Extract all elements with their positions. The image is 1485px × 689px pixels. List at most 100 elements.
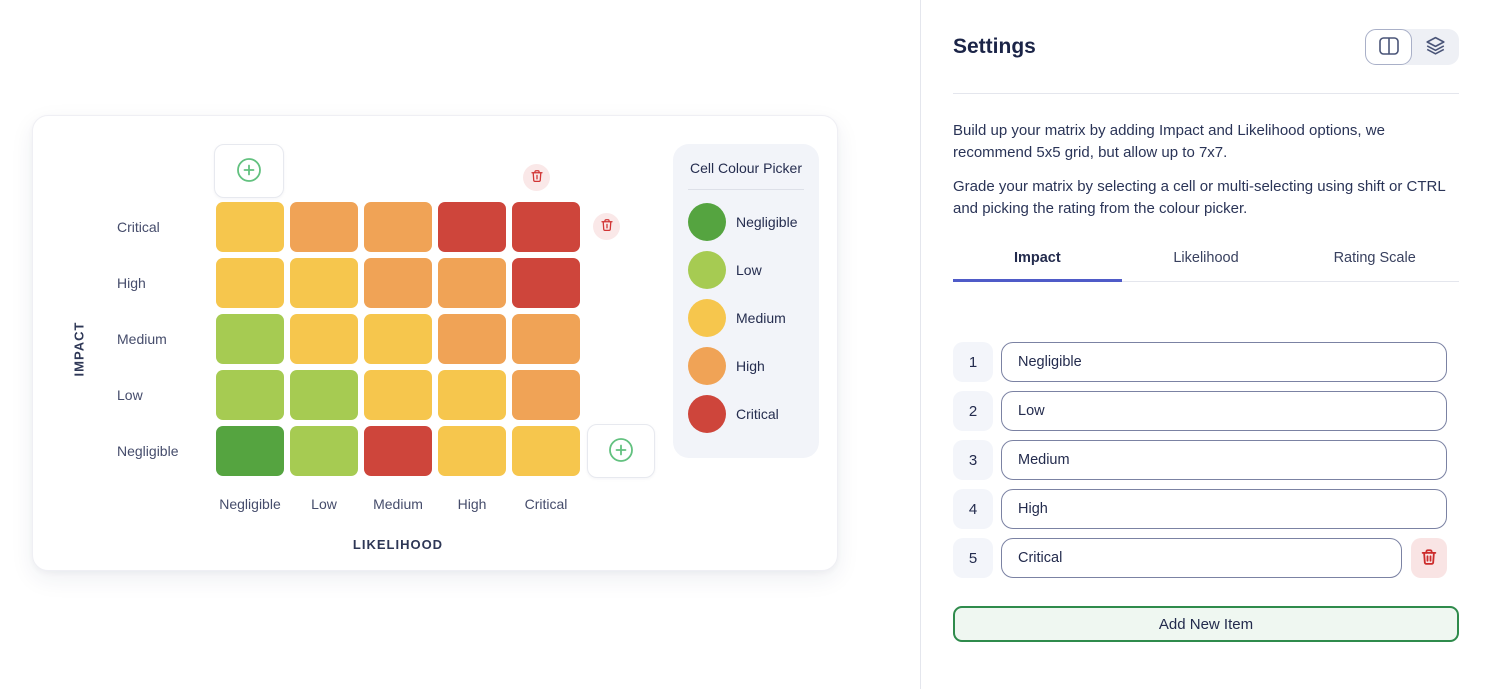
matrix-cell-r3-c5[interactable] <box>512 314 580 364</box>
matrix-cell-r4-c5[interactable] <box>512 370 580 420</box>
picker-divider <box>688 189 804 190</box>
delete-row-button[interactable] <box>593 213 620 240</box>
trash-icon <box>530 169 544 186</box>
likelihood-column-label: Critical <box>524 496 568 512</box>
likelihood-column-label: High <box>457 496 487 512</box>
colour-swatch-medium[interactable] <box>688 299 726 337</box>
layers-view-button[interactable] <box>1412 29 1459 65</box>
impact-axis-label: IMPACT <box>71 321 87 377</box>
colour-swatch-high[interactable] <box>688 347 726 385</box>
matrix-cell-r3-c3[interactable] <box>364 314 432 364</box>
matrix-cell-r5-c3[interactable] <box>364 426 432 476</box>
impact-row-label: Low <box>117 387 143 403</box>
matrix-cell-r1-c4[interactable] <box>438 202 506 252</box>
intro-paragraph-1: Build up your matrix by adding Impact an… <box>953 122 1385 161</box>
tab-likelihood[interactable]: Likelihood <box>1122 242 1291 282</box>
item-input-medium[interactable] <box>1001 440 1447 480</box>
matrix-cell-r2-c4[interactable] <box>438 258 506 308</box>
split-view-button[interactable] <box>1365 29 1412 65</box>
colour-swatch-critical[interactable] <box>688 395 726 433</box>
item-number-badge: 1 <box>953 342 993 382</box>
item-row-5: 5 <box>953 538 1447 578</box>
picker-option-negligible[interactable]: Negligible <box>673 198 819 246</box>
matrix-cell-r3-c4[interactable] <box>438 314 506 364</box>
matrix-cell-r5-c2[interactable] <box>290 426 358 476</box>
add-column-button[interactable] <box>214 144 284 198</box>
item-row-3: 3 <box>953 440 1447 480</box>
item-number-badge: 4 <box>953 489 993 529</box>
tab-impact[interactable]: Impact <box>953 242 1122 282</box>
trash-icon <box>1420 548 1438 569</box>
item-row-1: 1 <box>953 342 1447 382</box>
view-toggle <box>1365 29 1459 65</box>
impact-row-label: Negligible <box>117 443 179 459</box>
picker-option-low[interactable]: Low <box>673 246 819 294</box>
item-input-negligible[interactable] <box>1001 342 1447 382</box>
matrix-cell-r5-c1[interactable] <box>216 426 284 476</box>
matrix-cell-r1-c1[interactable] <box>216 202 284 252</box>
item-number-badge: 3 <box>953 440 993 480</box>
picker-option-label: Low <box>736 262 762 278</box>
picker-options: Negligible Low Medium High Critical <box>673 198 819 438</box>
picker-option-critical[interactable]: Critical <box>673 390 819 438</box>
add-row-button[interactable] <box>587 424 655 478</box>
matrix-cell-r1-c5[interactable] <box>512 202 580 252</box>
matrix-cell-r5-c4[interactable] <box>438 426 506 476</box>
plus-circle-icon <box>236 157 262 186</box>
likelihood-column-label: Low <box>311 496 337 512</box>
split-view-icon <box>1378 36 1399 58</box>
item-number-badge: 5 <box>953 538 993 578</box>
settings-title: Settings <box>953 35 1036 58</box>
matrix-cell-r4-c1[interactable] <box>216 370 284 420</box>
matrix-cell-r3-c2[interactable] <box>290 314 358 364</box>
item-number-badge: 2 <box>953 391 993 431</box>
header-divider <box>953 93 1459 94</box>
picker-option-medium[interactable]: Medium <box>673 294 819 342</box>
tab-rating-scale[interactable]: Rating Scale <box>1290 242 1459 282</box>
picker-title: Cell Colour Picker <box>689 160 803 176</box>
colour-swatch-negligible[interactable] <box>688 203 726 241</box>
settings-pane: Settings <box>920 0 1485 689</box>
picker-option-label: Medium <box>736 310 786 326</box>
matrix-column-labels: Negligible Low Medium High Critical <box>216 496 580 512</box>
matrix-cell-r2-c5[interactable] <box>512 258 580 308</box>
matrix-cell-r4-c4[interactable] <box>438 370 506 420</box>
matrix-cell-r4-c2[interactable] <box>290 370 358 420</box>
picker-option-high[interactable]: High <box>673 342 819 390</box>
matrix-cell-r2-c1[interactable] <box>216 258 284 308</box>
picker-option-label: High <box>736 358 765 374</box>
impact-row-label: Medium <box>117 331 167 347</box>
settings-header: Settings <box>953 28 1459 66</box>
matrix-editor-pane: IMPACT Critical High Medium Low Negligible <box>32 115 838 571</box>
intro-paragraph-2: Grade your matrix by selecting a cell or… <box>953 178 1446 217</box>
matrix-card: IMPACT Critical High Medium Low Negligible <box>32 115 838 571</box>
impact-items-list: 1 2 3 4 5 <box>953 342 1459 578</box>
matrix-cell-r5-c5[interactable] <box>512 426 580 476</box>
matrix-cell-r3-c1[interactable] <box>216 314 284 364</box>
matrix-row-labels: Critical High Medium Low Negligible <box>117 202 178 482</box>
cell-colour-picker: Cell Colour Picker Negligible Low Medium Hi… <box>673 144 819 458</box>
add-new-item-button[interactable]: Add New Item <box>953 606 1459 642</box>
item-input-low[interactable] <box>1001 391 1447 431</box>
matrix-cell-r2-c3[interactable] <box>364 258 432 308</box>
likelihood-column-label: Medium <box>373 496 423 512</box>
matrix-cell-r2-c2[interactable] <box>290 258 358 308</box>
matrix-cell-r1-c3[interactable] <box>364 202 432 252</box>
item-input-critical[interactable] <box>1001 538 1402 578</box>
likelihood-column-label: Negligible <box>219 496 281 512</box>
item-input-high[interactable] <box>1001 489 1447 529</box>
likelihood-axis-label: LIKELIHOOD <box>352 537 444 552</box>
item-row-2: 2 <box>953 391 1447 431</box>
delete-item-button[interactable] <box>1411 538 1447 578</box>
matrix-cell-r4-c3[interactable] <box>364 370 432 420</box>
impact-row-label: High <box>117 275 146 291</box>
impact-row-label: Critical <box>117 219 160 235</box>
plus-circle-icon <box>608 437 634 466</box>
settings-tabs: Impact Likelihood Rating Scale <box>953 242 1459 282</box>
settings-intro: Build up your matrix by adding Impact an… <box>953 120 1459 220</box>
delete-column-button[interactable] <box>523 164 550 191</box>
item-row-4: 4 <box>953 489 1447 529</box>
colour-swatch-low[interactable] <box>688 251 726 289</box>
matrix-cell-r1-c2[interactable] <box>290 202 358 252</box>
